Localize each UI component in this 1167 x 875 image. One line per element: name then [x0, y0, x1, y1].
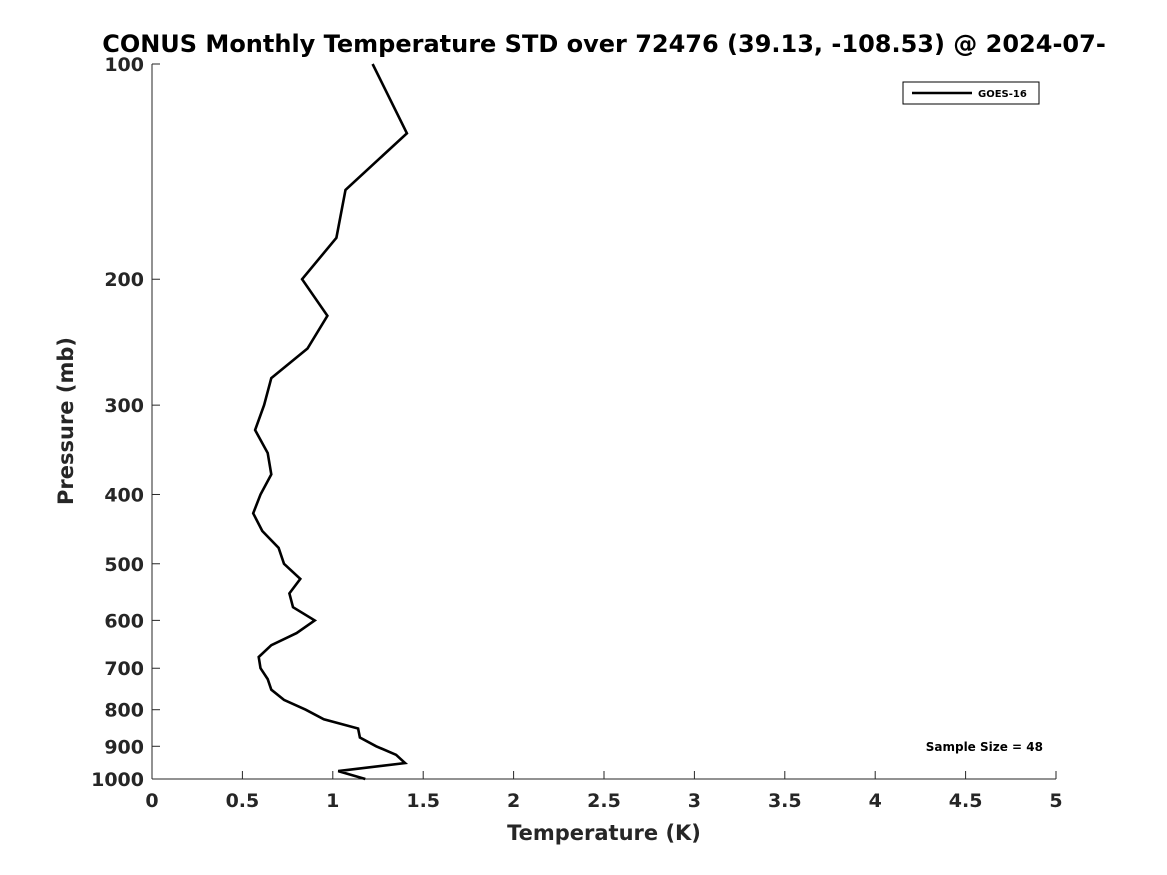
y-tick-label: 700	[104, 658, 144, 680]
y-tick-label: 200	[104, 269, 144, 291]
x-tick-label: 3	[688, 790, 701, 812]
sample-size-annotation: Sample Size = 48	[926, 740, 1043, 754]
y-tick-label: 900	[104, 736, 144, 758]
x-tick-label: 1	[326, 790, 339, 812]
y-tick-label: 600	[104, 610, 144, 632]
chart-title: CONUS Monthly Temperature STD over 72476…	[102, 30, 1106, 58]
x-tick-label: 0.5	[226, 790, 260, 812]
x-tick-label: 4	[869, 790, 882, 812]
x-tick-label: 2.5	[587, 790, 621, 812]
y-tick-label: 500	[104, 554, 144, 576]
x-tick-label: 2	[507, 790, 520, 812]
legend-label: GOES-16	[978, 89, 1027, 100]
x-tick-label: 3.5	[768, 790, 802, 812]
legend: GOES-16	[902, 81, 1040, 105]
series	[251, 63, 409, 781]
ticks: 0 0.5 1 1.5 2 2.5 3 3.5 4 4.5 5 100 200 300 400 500 600 7…	[91, 54, 1063, 812]
y-tick-label: 1000	[91, 769, 144, 791]
y-tick-label: 800	[104, 700, 144, 722]
x-tick-label: 1.5	[406, 790, 440, 812]
x-tick-label: 4.5	[949, 790, 983, 812]
y-axis-label: Pressure (mb)	[54, 337, 78, 505]
x-tick-label: 5	[1049, 790, 1062, 812]
y-tick-label: 300	[104, 395, 144, 417]
y-tick-label: 400	[104, 484, 144, 506]
x-axis-label: Temperature (K)	[507, 821, 701, 845]
series-line-goes-16	[251, 63, 409, 781]
y-tick-label: 100	[104, 54, 144, 76]
x-tick-label: 0	[145, 790, 158, 812]
